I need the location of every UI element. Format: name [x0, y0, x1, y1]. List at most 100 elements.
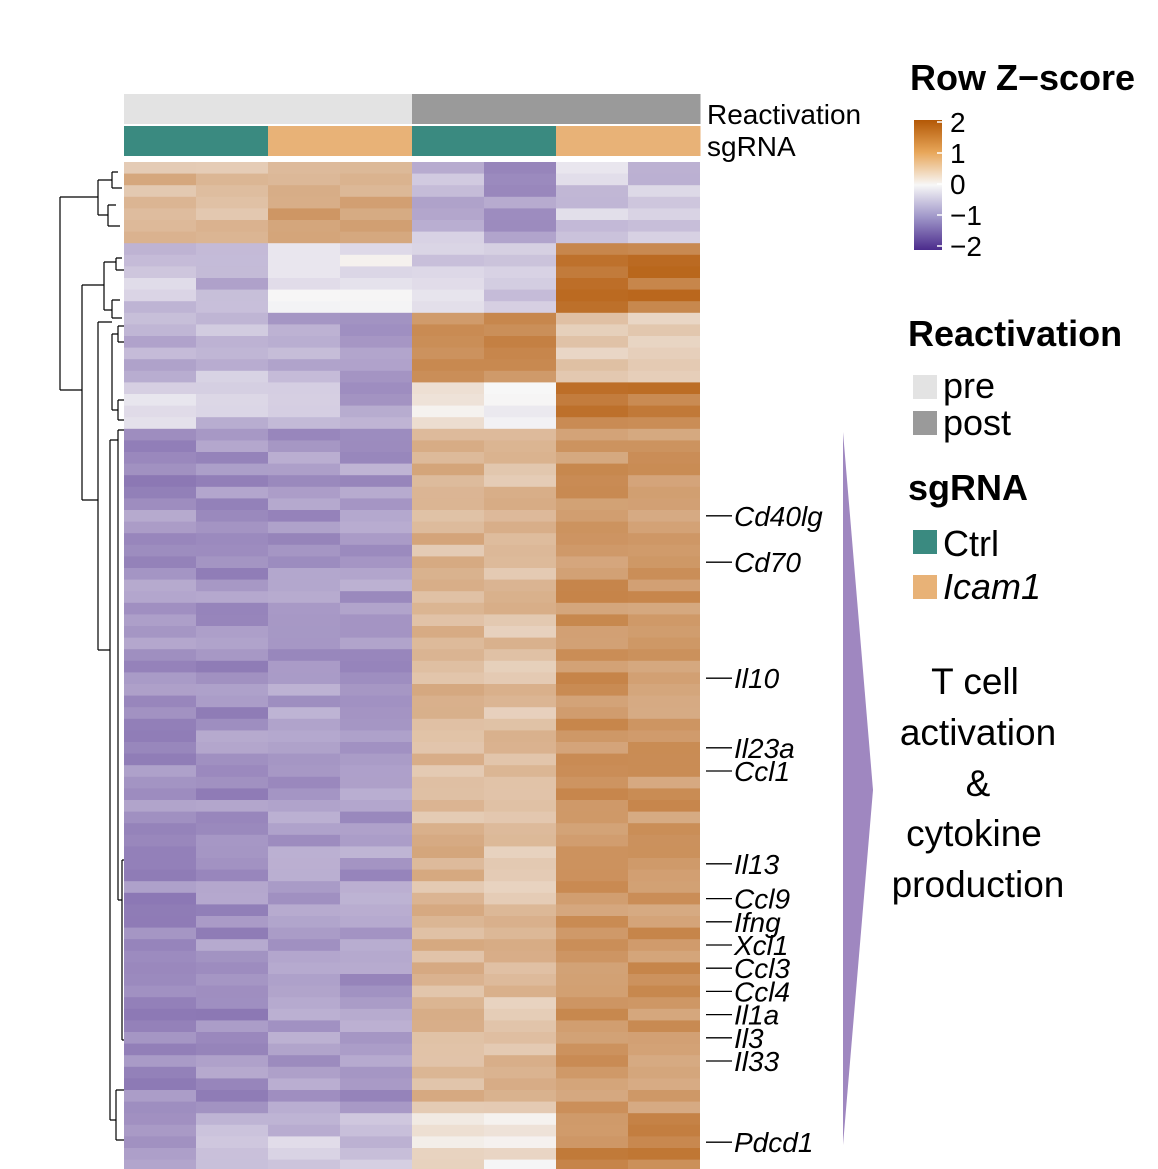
heatmap-cell — [556, 173, 628, 186]
heatmap-cell — [628, 243, 700, 256]
heatmap-cell — [484, 556, 556, 569]
heatmap-cell — [628, 985, 700, 998]
heatmap-cell — [268, 1066, 340, 1079]
heatmap-cell — [340, 1020, 412, 1033]
sgrna-annotation-label: sgRNA — [707, 131, 796, 162]
heatmap-cell — [268, 927, 340, 940]
heatmap-cell — [340, 162, 412, 174]
reactivation-annotation-cell — [412, 94, 485, 124]
heatmap-cell — [556, 312, 628, 325]
heatmap-cell — [340, 220, 412, 232]
row-dendrogram — [59, 171, 124, 1141]
heatmap-cell — [268, 1136, 340, 1149]
dendrogram-branch — [97, 321, 112, 651]
heatmap-cell — [124, 359, 196, 372]
heatmap-cell — [628, 602, 700, 615]
heatmap-cell — [268, 846, 340, 859]
zscore-tick-label: −2 — [950, 231, 982, 262]
heatmap-cell — [340, 950, 412, 963]
heatmap-cell — [628, 370, 700, 383]
heatmap-cell — [412, 962, 484, 975]
heatmap-cell — [196, 660, 268, 673]
heatmap-cell — [196, 231, 268, 244]
heatmap-cell — [124, 405, 196, 418]
heatmap-cell — [340, 521, 412, 534]
heatmap-cell — [484, 382, 556, 395]
heatmap-cell — [484, 347, 556, 360]
heatmap-cell — [268, 1113, 340, 1126]
heatmap-cell — [124, 1101, 196, 1114]
heatmap-cell — [484, 1043, 556, 1056]
heatmap-cell — [628, 359, 700, 372]
heatmap-cell — [196, 243, 268, 256]
heatmap-cell — [556, 1136, 628, 1149]
heatmap-cell — [268, 753, 340, 766]
heatmap-cell — [196, 556, 268, 569]
heatmap-cell — [484, 834, 556, 847]
heatmap-cell — [628, 684, 700, 696]
heatmap-cell — [124, 997, 196, 1010]
heatmap-cell — [412, 997, 484, 1010]
heatmap-cell — [412, 834, 484, 847]
sgrna-annotation-cell — [556, 126, 629, 156]
heatmap-cell — [268, 730, 340, 743]
heatmap-cell — [268, 370, 340, 383]
heatmap-cell — [412, 672, 484, 685]
heatmap-cell — [412, 916, 484, 928]
gene-label: Xcl1 — [733, 930, 788, 961]
heatmap-cell — [628, 904, 700, 917]
sgrna-annotation-cell — [484, 126, 557, 156]
heatmap-cell — [340, 1136, 412, 1149]
heatmap-cell — [484, 776, 556, 789]
heatmap-cell — [556, 1078, 628, 1091]
heatmap-cell — [340, 614, 412, 627]
heatmap-cell — [484, 463, 556, 476]
heatmap-cell — [556, 1159, 628, 1169]
reactivation-annotation-cell — [340, 94, 413, 124]
heatmap-cell — [556, 1090, 628, 1102]
heatmap-cell — [340, 846, 412, 859]
heatmap-cell — [412, 521, 484, 534]
heatmap-cell — [484, 684, 556, 696]
heatmap-cell — [628, 892, 700, 905]
heatmap-cell — [268, 556, 340, 569]
heatmap-cell — [268, 359, 340, 372]
heatmap-cell — [124, 858, 196, 870]
heatmap-cell — [124, 301, 196, 314]
heatmap-cell — [268, 301, 340, 314]
heatmap-cell — [484, 811, 556, 824]
heatmap-cell — [268, 985, 340, 998]
heatmap-cell — [196, 382, 268, 395]
heatmap-cell — [268, 1032, 340, 1044]
heatmap-cell — [628, 220, 700, 232]
heatmap-cell — [412, 162, 484, 174]
heatmap-cell — [340, 173, 412, 186]
heatmap-cell — [556, 162, 628, 174]
heatmap-cell — [484, 185, 556, 198]
heatmap-cell — [196, 1078, 268, 1091]
gene-label: Ifng — [734, 907, 781, 938]
heatmap-cell — [340, 359, 412, 372]
heatmap-cell — [124, 486, 196, 499]
heatmap-cell — [340, 533, 412, 546]
heatmap-cell — [268, 336, 340, 348]
zscore-tick-label: −1 — [950, 200, 982, 231]
heatmap-cell — [124, 1043, 196, 1056]
heatmap-cell — [268, 834, 340, 847]
zscore-ticks: 210−1−2 — [937, 107, 982, 262]
heatmap-cell — [340, 904, 412, 917]
heatmap-cell — [340, 185, 412, 198]
reactivation-annotation-cell — [556, 94, 629, 124]
heatmap-cell — [556, 1124, 628, 1137]
heatmap-cell — [556, 498, 628, 511]
heatmap-cell — [628, 660, 700, 673]
heatmap-cell — [412, 1055, 484, 1068]
heatmap-cell — [556, 196, 628, 209]
heatmap-cell — [340, 1124, 412, 1137]
heatmap-cell — [196, 649, 268, 662]
zscore-legend-title: Row Z−score — [910, 57, 1135, 98]
heatmap-cell — [340, 684, 412, 696]
gene-label: Ccl4 — [734, 976, 790, 1007]
heatmap-cell — [628, 939, 700, 952]
arrow-label-line-2: activation — [900, 712, 1056, 753]
